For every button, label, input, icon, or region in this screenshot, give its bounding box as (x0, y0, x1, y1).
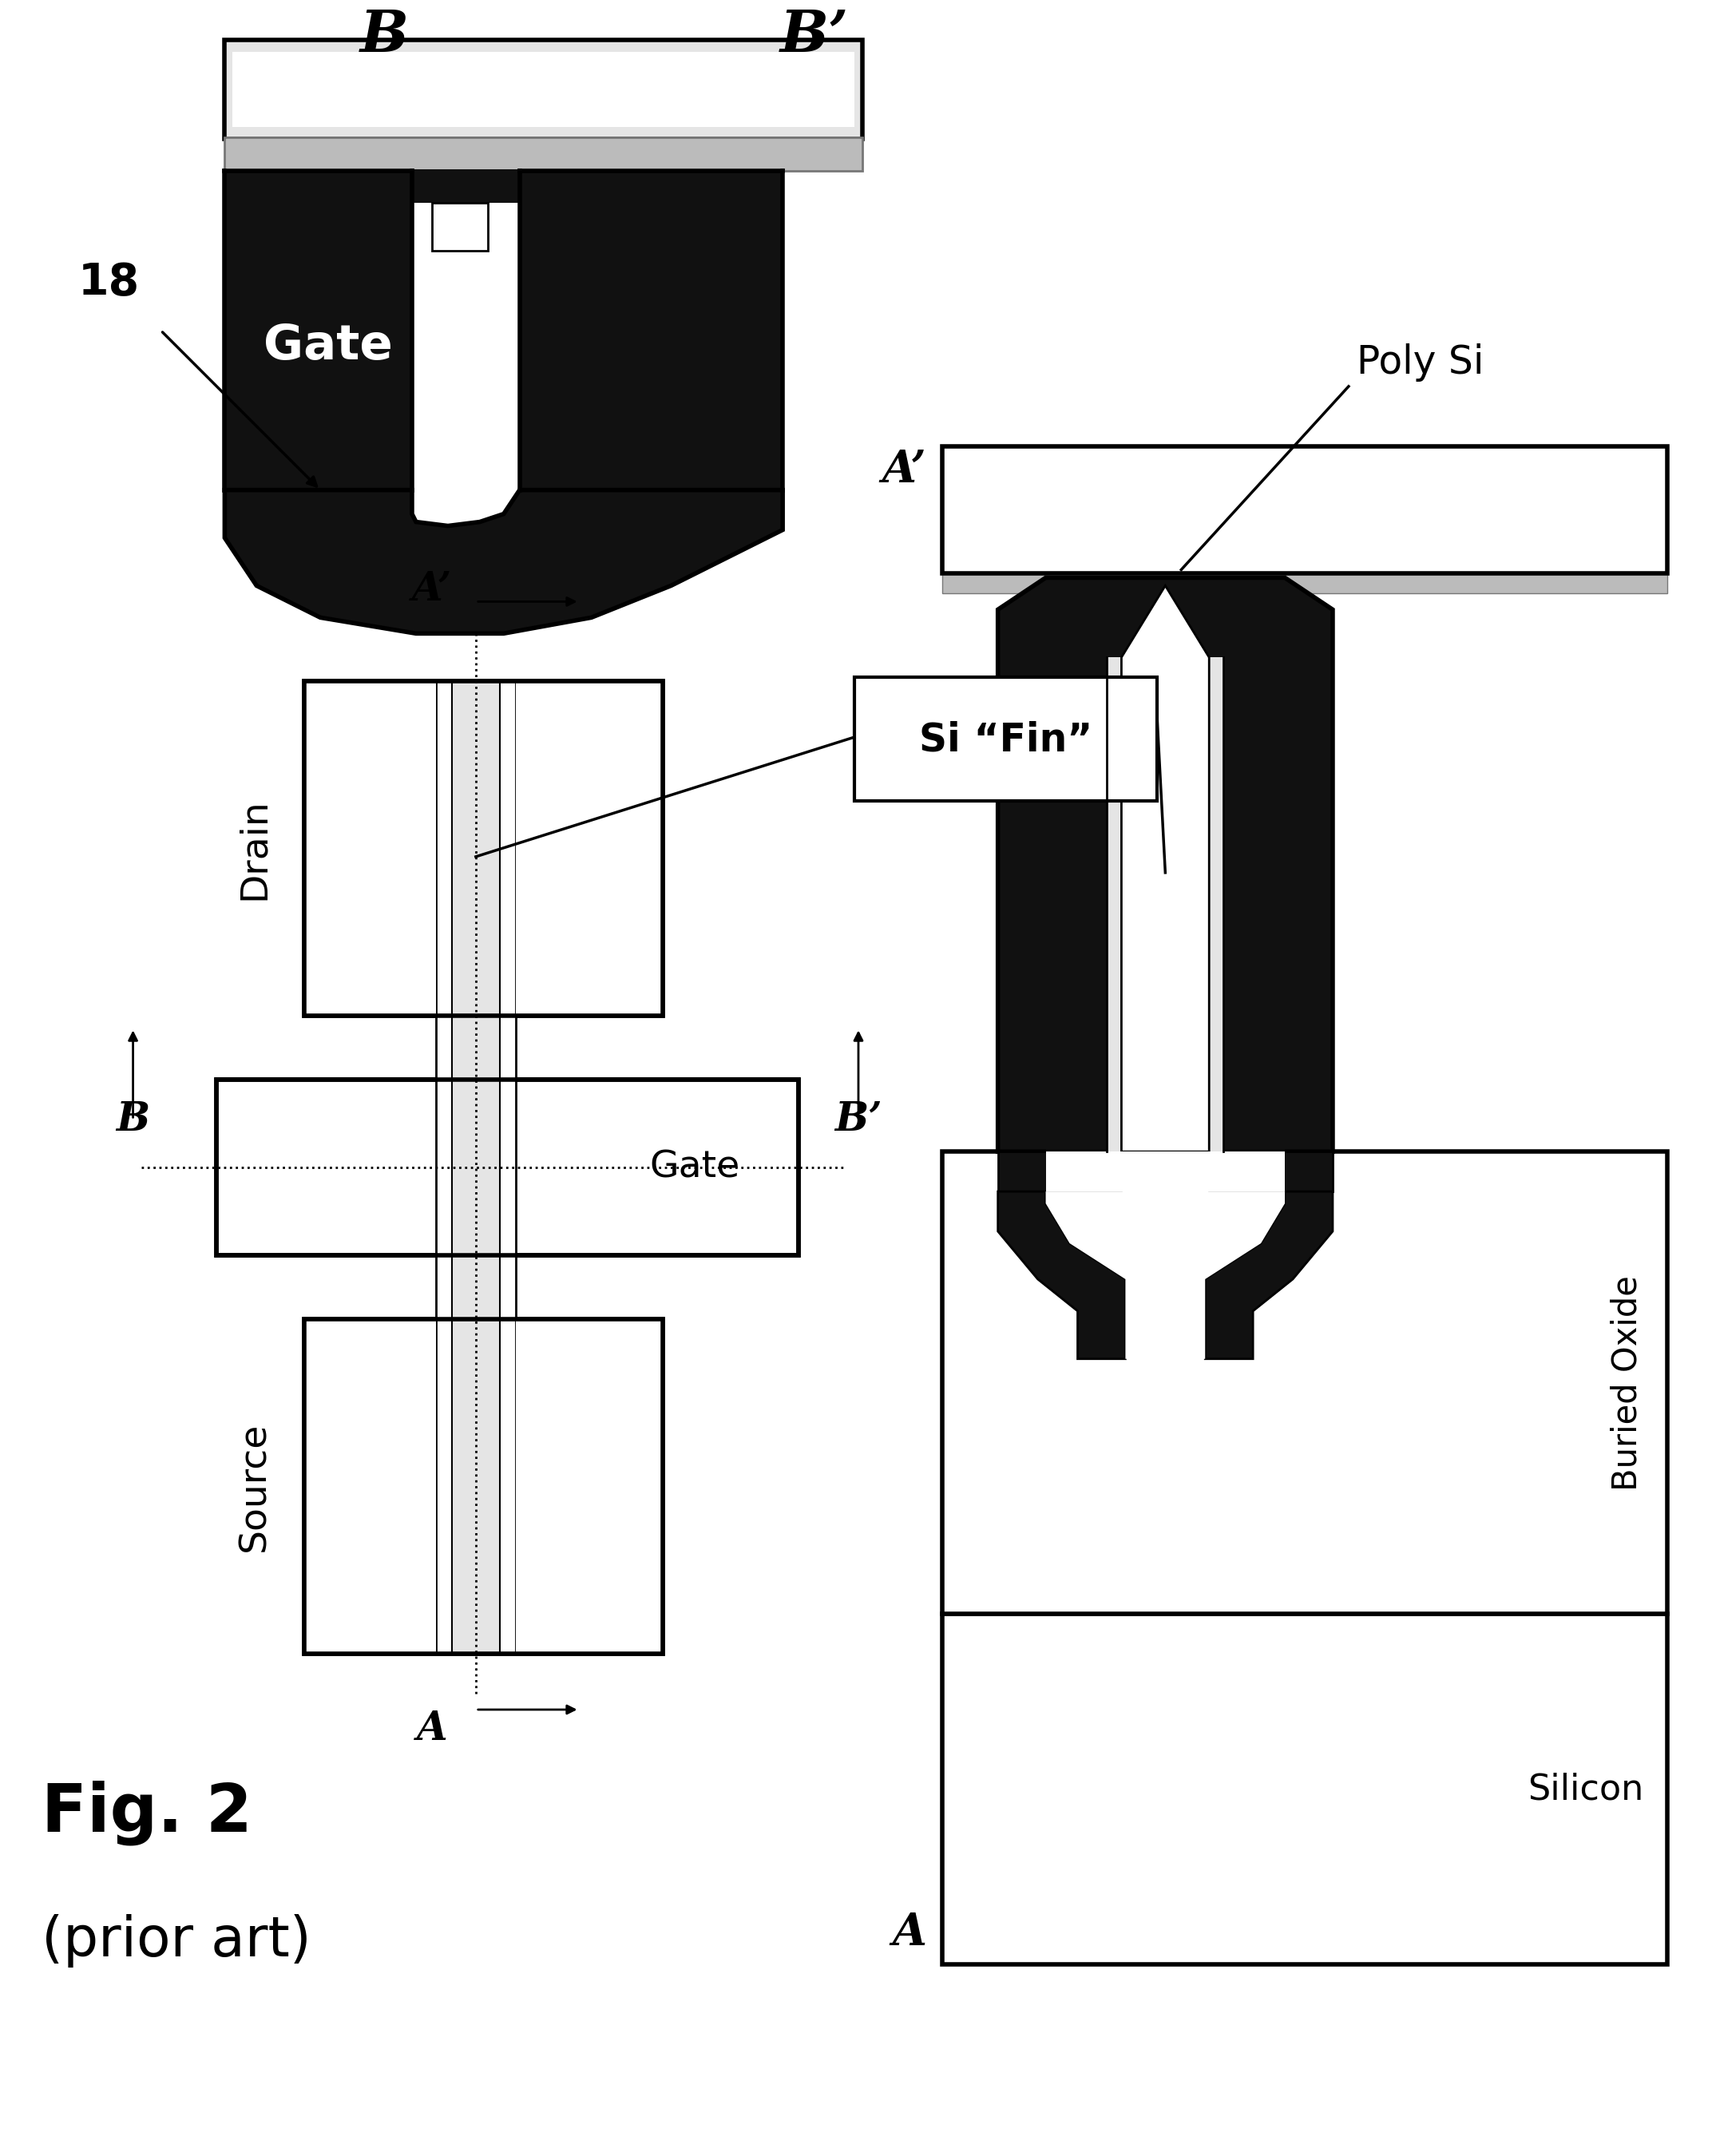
FancyBboxPatch shape (452, 681, 500, 1654)
Text: B’: B’ (781, 6, 849, 65)
Polygon shape (1121, 586, 1209, 1151)
FancyBboxPatch shape (515, 1319, 663, 1654)
FancyBboxPatch shape (1224, 658, 1332, 1151)
Text: B: B (360, 6, 409, 65)
FancyBboxPatch shape (224, 170, 413, 489)
FancyBboxPatch shape (942, 446, 1667, 573)
FancyBboxPatch shape (233, 52, 854, 127)
FancyBboxPatch shape (305, 1319, 437, 1654)
Text: A: A (416, 1710, 447, 1749)
Text: 18: 18 (79, 261, 140, 304)
Text: Si “Fin”: Si “Fin” (919, 720, 1092, 759)
FancyBboxPatch shape (305, 1319, 663, 1654)
Text: A: A (892, 1910, 926, 1955)
Text: Fig. 2: Fig. 2 (41, 1781, 252, 1846)
FancyBboxPatch shape (1046, 1151, 1284, 1192)
FancyBboxPatch shape (942, 1615, 1667, 1964)
FancyBboxPatch shape (1209, 658, 1224, 1151)
FancyBboxPatch shape (520, 170, 782, 489)
FancyBboxPatch shape (217, 1080, 798, 1255)
Text: (prior art): (prior art) (41, 1915, 312, 1968)
FancyBboxPatch shape (854, 677, 1157, 800)
Text: Drain: Drain (236, 798, 272, 899)
Text: Gate: Gate (264, 323, 394, 371)
FancyBboxPatch shape (998, 658, 1108, 1151)
FancyBboxPatch shape (431, 203, 488, 250)
Text: A’: A’ (413, 571, 452, 610)
FancyBboxPatch shape (515, 681, 663, 1015)
FancyBboxPatch shape (224, 39, 863, 140)
Polygon shape (1205, 1192, 1332, 1358)
Text: Gate: Gate (651, 1149, 740, 1186)
Text: B: B (116, 1100, 151, 1138)
FancyBboxPatch shape (942, 573, 1667, 593)
Text: Poly Si: Poly Si (1356, 343, 1484, 382)
FancyBboxPatch shape (224, 138, 863, 170)
Polygon shape (998, 578, 1332, 673)
Polygon shape (1046, 1192, 1284, 1358)
Text: Buried Oxide: Buried Oxide (1609, 1274, 1644, 1490)
Text: B’: B’ (834, 1100, 882, 1138)
Text: Source: Source (236, 1421, 272, 1550)
FancyBboxPatch shape (305, 681, 663, 1015)
FancyBboxPatch shape (1108, 658, 1121, 1151)
Text: Silicon: Silicon (1527, 1772, 1644, 1807)
Polygon shape (998, 1192, 1125, 1358)
FancyBboxPatch shape (305, 681, 437, 1015)
FancyBboxPatch shape (942, 1151, 1667, 1615)
Polygon shape (998, 1151, 1332, 1192)
FancyBboxPatch shape (224, 170, 782, 203)
FancyBboxPatch shape (413, 203, 520, 489)
Text: A’: A’ (882, 448, 926, 492)
Polygon shape (224, 489, 782, 634)
FancyBboxPatch shape (437, 681, 515, 1654)
